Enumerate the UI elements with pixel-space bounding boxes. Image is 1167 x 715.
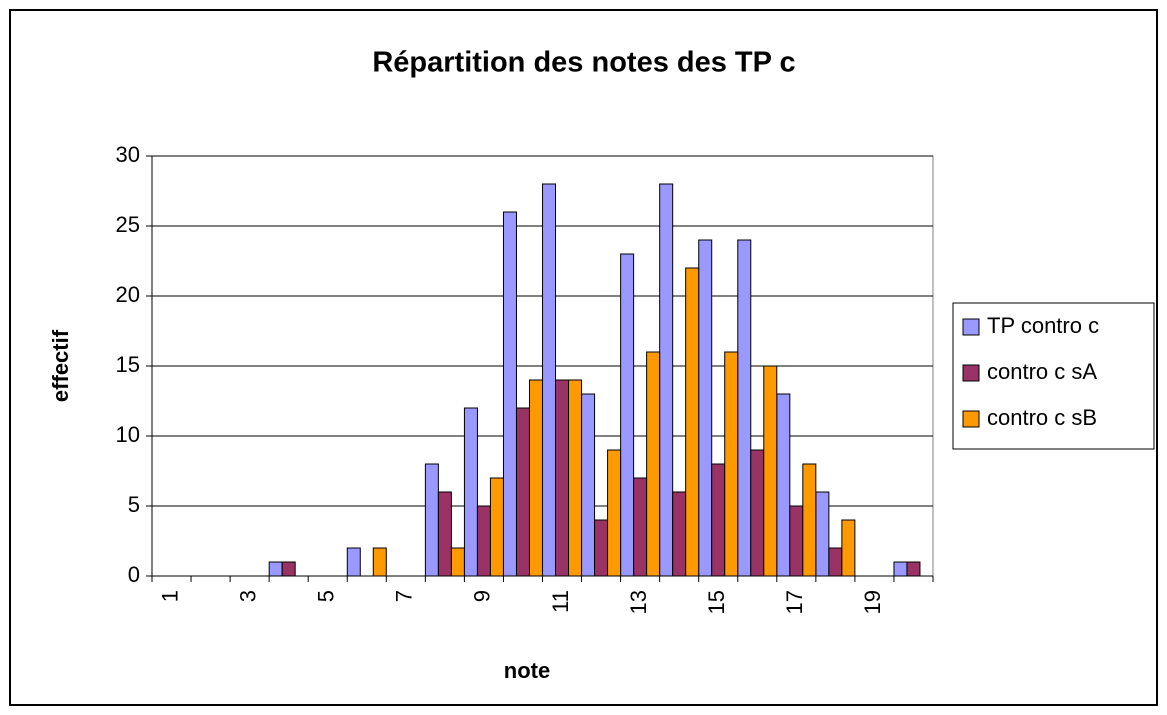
bar bbox=[828, 547, 843, 577]
x-tick-label: 11 bbox=[548, 590, 573, 613]
x-tick-label: 5 bbox=[314, 590, 339, 602]
y-tick-label: 25 bbox=[116, 212, 140, 237]
bar bbox=[763, 365, 778, 577]
bar bbox=[268, 561, 283, 577]
legend-swatch bbox=[962, 318, 980, 336]
x-tick-label: 15 bbox=[704, 590, 729, 614]
bar bbox=[476, 505, 491, 577]
bar bbox=[542, 183, 557, 577]
legend-box bbox=[952, 302, 1155, 450]
bar bbox=[711, 463, 726, 577]
bar bbox=[346, 547, 361, 577]
bar bbox=[463, 407, 478, 577]
y-tick-label: 30 bbox=[116, 142, 140, 167]
x-tick-label: 9 bbox=[470, 590, 495, 602]
y-tick-label: 10 bbox=[116, 422, 140, 447]
bar bbox=[633, 477, 648, 577]
bar bbox=[528, 379, 543, 577]
y-tick-label: 0 bbox=[128, 562, 140, 587]
y-tick-label: 15 bbox=[116, 352, 140, 377]
legend-label: TP contro c bbox=[987, 313, 1099, 338]
x-axis-label: note bbox=[504, 658, 550, 683]
bar bbox=[581, 393, 596, 577]
bar bbox=[372, 547, 387, 577]
bar bbox=[893, 561, 908, 577]
bar bbox=[906, 561, 921, 577]
bar bbox=[555, 379, 570, 577]
bar bbox=[646, 351, 661, 577]
bar bbox=[815, 491, 830, 577]
bar bbox=[489, 477, 504, 577]
bar bbox=[568, 379, 583, 577]
bar bbox=[724, 351, 739, 577]
legend-label: contro c sB bbox=[987, 405, 1097, 430]
bar bbox=[607, 449, 622, 577]
bar bbox=[281, 561, 296, 577]
x-tick-label: 1 bbox=[157, 590, 182, 602]
x-tick-label: 3 bbox=[235, 590, 260, 602]
bar bbox=[502, 211, 517, 577]
bar bbox=[685, 267, 700, 577]
bar bbox=[776, 393, 791, 577]
y-axis-label: effectif bbox=[48, 329, 73, 402]
bar bbox=[620, 253, 635, 577]
y-tick-label: 20 bbox=[116, 282, 140, 307]
bar bbox=[659, 183, 674, 577]
legend-swatch bbox=[962, 364, 980, 382]
bar bbox=[789, 505, 804, 577]
chart-title: Répartition des notes des TP c bbox=[372, 47, 795, 79]
bar bbox=[698, 239, 713, 577]
bar bbox=[437, 491, 452, 577]
bar bbox=[841, 519, 856, 577]
x-tick-label: 19 bbox=[860, 590, 885, 614]
bar bbox=[450, 547, 465, 577]
legend-swatch bbox=[962, 410, 980, 428]
bar bbox=[594, 519, 609, 577]
bar bbox=[802, 463, 817, 577]
y-tick-label: 5 bbox=[128, 492, 140, 517]
legend-label: contro c sA bbox=[987, 359, 1097, 384]
bar bbox=[737, 239, 752, 577]
bar bbox=[424, 463, 439, 577]
bar bbox=[750, 449, 765, 577]
x-tick-label: 7 bbox=[392, 590, 417, 602]
x-tick-label: 13 bbox=[626, 590, 651, 614]
bar bbox=[515, 407, 530, 577]
bar bbox=[672, 491, 687, 577]
x-tick-label: 17 bbox=[782, 590, 807, 614]
